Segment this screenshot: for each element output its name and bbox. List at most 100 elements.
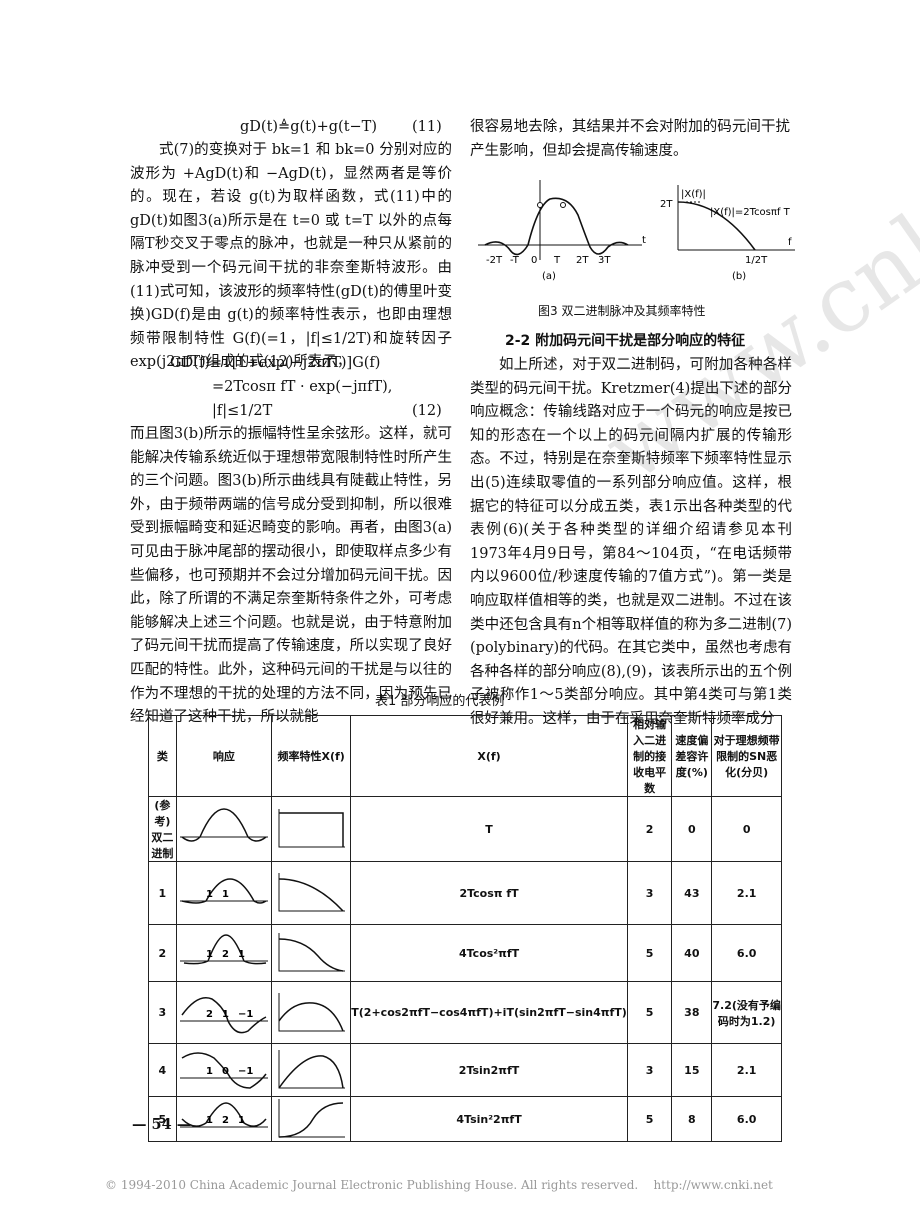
frame (278, 1099, 346, 1138)
response-cell: 1 0 −1 (175, 1043, 273, 1097)
response-wave (179, 808, 268, 842)
wave (181, 1102, 267, 1127)
curve (278, 1055, 344, 1089)
freq-curve (278, 1050, 346, 1089)
response-label: 1 (206, 1115, 213, 1126)
curve-label: |X(f)| (681, 189, 706, 200)
response-label: 2 (206, 1009, 213, 1020)
wave (181, 996, 267, 1033)
response-cell (175, 796, 273, 862)
freq-cell (270, 924, 352, 982)
frame (278, 992, 346, 1031)
figure-caption: 图3 双二进制脉冲及其频率特性 (538, 304, 706, 318)
table-row: (参考)双二进制 T 2 0 0 (148, 796, 782, 862)
response-label: −1 (238, 1009, 253, 1020)
response-label: 1 (238, 949, 245, 960)
response-label: 1 (206, 949, 213, 960)
levels-cell: 3 (626, 861, 673, 925)
tick-label: -T (510, 255, 520, 266)
response-label: 2 (222, 949, 229, 960)
equation-line: =2Tcosπ fT · exp(−jπfT), (212, 379, 393, 395)
sn-degradation-cell: 0 (711, 796, 782, 862)
response-label: 1 (206, 1066, 213, 1077)
table: 类响应 频率特性X(f) X(f) 相对输入二进制的接收电平数 速度偏差容许度(%) 对于… (148, 715, 782, 1142)
figure-3: -2T -T 0 T 2T 3T t (a) 2T |X(f)| |X(f)|=2Tcosπf… (478, 180, 795, 282)
wave (181, 878, 267, 904)
equation-number: (11) (412, 119, 442, 135)
x-f-cell: 4Tsin²2πfT (350, 1096, 628, 1142)
header-cell: 相对输入二进制的接收电平数 (626, 715, 673, 797)
wave (181, 1052, 267, 1089)
header-row: 类响应 频率特性X(f) X(f) 相对输入二进制的接收电平数 速度偏差容许度(%) 对于… (148, 715, 782, 797)
tick-label: T (553, 255, 561, 266)
axis-label: t (642, 235, 646, 246)
freq-cell (270, 861, 352, 925)
header-cell: 频率特性X(f) (270, 715, 352, 797)
copyright: © 1994-2010 China Academic Journal Elect… (105, 1174, 773, 1198)
curve (279, 878, 344, 912)
sn-degradation-cell: 6.0 (711, 1096, 782, 1142)
response-label: 1 (206, 889, 213, 900)
levels-cell: 5 (626, 981, 673, 1044)
wave (181, 808, 267, 842)
table-row: 3 2 1 −1 T(2+cos2πfT−cos4πfT)+iT(sin2πfT−sin… (148, 981, 782, 1044)
tick-label: 3T (598, 255, 611, 266)
equation: gD(t)≜g(t)+g(t−T) (240, 116, 377, 140)
equation-line: |f|≤1/2T (212, 403, 273, 419)
table-row: 1 1 1 2Tcosπ fT 3 43 2.1 (148, 861, 782, 925)
speed-tolerance-cell: 43 (671, 861, 713, 925)
sn-degradation-cell: 6.0 (711, 924, 782, 982)
freq-cell (270, 796, 352, 862)
tick-label: 2T (576, 255, 589, 266)
class-cell: 2 (148, 924, 177, 982)
response-label: 2 (222, 1115, 229, 1126)
header-cell: 响应 (175, 715, 273, 797)
table-row: 4 1 0 −1 2Tsin2πfT 3 15 2.1 (148, 1043, 782, 1097)
header-cell: X(f) (350, 715, 628, 797)
equation-number: (12) (412, 403, 442, 419)
formula: |X(f)|=2Tcosπf T (710, 207, 791, 218)
tick-label: -2T (486, 255, 503, 266)
levels-cell: 3 (626, 1043, 673, 1097)
class-cell: (参考)双二进制 (148, 796, 177, 862)
x-f-cell: T(2+cos2πfT−cos4πfT)+iT(sin2πfT−sin4πfT) (350, 981, 628, 1044)
curve (279, 812, 344, 847)
levels-cell: 5 (626, 924, 673, 982)
tick-label: 0 (531, 255, 537, 266)
paragraph: 式(7)的变换对于 bk=1 和 bk=0 分别对应的波形为 +AgD(t)和 … (130, 142, 452, 371)
freq-curve (278, 933, 346, 972)
response-wave: 2 1 −1 (179, 996, 268, 1033)
freq-curve (278, 873, 346, 912)
sn-degradation-cell: 2.1 (711, 1043, 782, 1097)
speed-tolerance-cell: 15 (671, 1043, 713, 1097)
freq-cell (270, 981, 352, 1044)
table-row: 2 1 2 1 4Tcos²πfT 5 40 6.0 (148, 924, 782, 982)
section-heading: 2-2 附加码元间干扰是部分响应的特征 (505, 333, 746, 349)
speed-tolerance-cell: 8 (671, 1096, 713, 1142)
x-f-cell: 2Tcosπ fT (350, 861, 628, 925)
paragraph: 如上所述，对于双二进制码，可附加各种各样类型的码元间干扰。Kretzmer(4)… (470, 357, 792, 727)
header-cell: 对于理想频带限制的SN恶化(分贝) (711, 715, 782, 797)
wave (183, 934, 266, 965)
response-label: −1 (238, 1066, 253, 1077)
paragraph: 而且图3(b)所示的振幅特性呈余弦形。这样，就可能解决传输系统近似于理想带宽限制… (130, 426, 452, 726)
frame (278, 933, 346, 972)
response-label: 1 (222, 1009, 229, 1020)
equation-line: GD(f)=T[1+exp(−j2πfT)]G(f) (170, 355, 381, 371)
table-row: 5 1 2 1 4Tsin²2πfT 5 8 6.0 (148, 1096, 782, 1142)
x-f-cell: T (350, 796, 628, 862)
freq-cell (270, 1096, 352, 1142)
response-label: 1 (238, 1115, 245, 1126)
freq-curve (278, 1099, 346, 1138)
header-cell: 速度偏差容许度(%) (671, 715, 713, 797)
sn-degradation-cell: 7.2(没有予编码时为1.2) (711, 981, 782, 1044)
axis-label: f (788, 237, 792, 248)
frame (278, 809, 346, 848)
freq-curve (278, 809, 346, 848)
frame (278, 1050, 346, 1089)
levels-cell: 2 (626, 796, 673, 862)
y-label: 2T (660, 199, 673, 210)
response-label: 1 (222, 889, 229, 900)
